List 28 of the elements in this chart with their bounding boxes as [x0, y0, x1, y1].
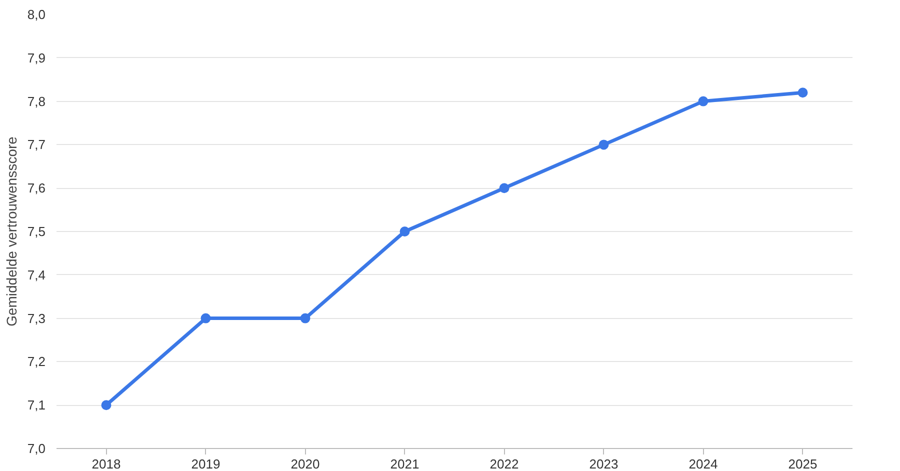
- y-tick-label: 7,2: [27, 354, 46, 370]
- y-tick-label: 7,6: [27, 180, 46, 196]
- point: [200, 313, 211, 324]
- y-tick-label: 8,0: [27, 7, 46, 22]
- point: [101, 400, 112, 410]
- x-tick-label: 2019: [191, 456, 220, 471]
- y-tick-label: 7,7: [27, 137, 46, 152]
- y-tick-label: 7,3: [27, 310, 46, 326]
- point: [598, 140, 609, 150]
- x-tick-label: 2020: [290, 456, 320, 471]
- y-tick-label: 7,5: [27, 224, 46, 239]
- point: [499, 183, 510, 194]
- y-tick-label: 7,1: [27, 398, 46, 413]
- x-tick-label: 2018: [92, 456, 121, 471]
- x-tick-label: 2024: [688, 456, 718, 471]
- x-tick-label: 2025: [788, 456, 818, 471]
- point: [698, 96, 708, 106]
- point: [400, 226, 410, 236]
- point: [300, 313, 310, 324]
- point: [798, 88, 808, 98]
- y-tick-label: 7,0: [27, 441, 46, 456]
- y-tick-label: 7,4: [27, 267, 46, 282]
- y-tick-label: 7,9: [27, 50, 46, 66]
- x-tick-label: 2023: [589, 456, 618, 471]
- y-tick-label: 7,8: [27, 94, 46, 109]
- x-tick-label: 2021: [390, 456, 420, 471]
- y-axis-title: Gemiddelde vertrouwensscore: [3, 136, 20, 326]
- x-tick-label: 2022: [490, 456, 519, 471]
